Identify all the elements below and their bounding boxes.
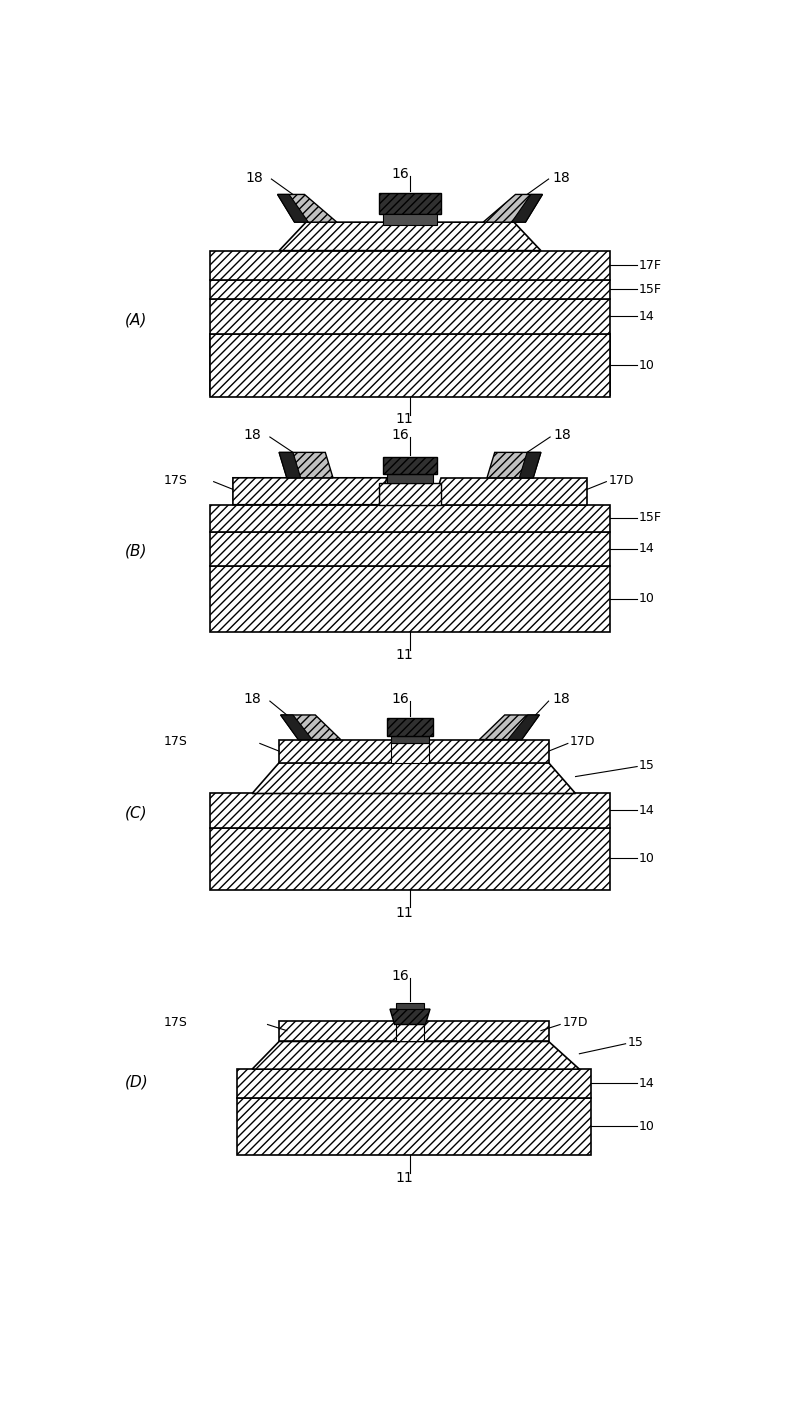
Polygon shape (210, 828, 610, 890)
Polygon shape (252, 1041, 579, 1070)
Text: 18: 18 (243, 427, 261, 441)
Text: 17S: 17S (163, 736, 187, 749)
Polygon shape (433, 478, 587, 505)
Polygon shape (390, 1009, 430, 1024)
Polygon shape (210, 566, 610, 633)
Polygon shape (210, 334, 610, 395)
Polygon shape (512, 194, 542, 222)
Text: 11: 11 (395, 1172, 413, 1186)
Text: 17S: 17S (163, 474, 187, 487)
Polygon shape (210, 532, 610, 566)
Text: 16: 16 (392, 167, 410, 181)
Polygon shape (508, 715, 539, 740)
Text: 18: 18 (243, 692, 261, 706)
Text: 18: 18 (553, 170, 570, 184)
Polygon shape (487, 453, 541, 478)
Polygon shape (390, 736, 430, 743)
Text: (D): (D) (125, 1075, 149, 1090)
Polygon shape (422, 1020, 549, 1041)
Text: 16: 16 (392, 692, 410, 706)
Text: 10: 10 (638, 1119, 654, 1132)
Text: 15: 15 (638, 758, 654, 771)
Text: 14: 14 (638, 804, 654, 816)
Text: 11: 11 (395, 648, 413, 662)
Polygon shape (210, 299, 610, 334)
Polygon shape (233, 478, 387, 505)
Text: 10: 10 (638, 852, 654, 865)
Polygon shape (278, 194, 337, 222)
Polygon shape (278, 194, 308, 222)
Polygon shape (237, 1098, 591, 1156)
Polygon shape (279, 453, 301, 478)
Text: 17D: 17D (609, 474, 634, 487)
Text: 14: 14 (638, 542, 654, 555)
Polygon shape (210, 250, 610, 280)
Text: 18: 18 (553, 692, 570, 706)
Polygon shape (379, 192, 441, 215)
Polygon shape (279, 1020, 398, 1041)
Polygon shape (210, 334, 610, 398)
Text: 17F: 17F (638, 259, 662, 272)
Polygon shape (281, 715, 341, 740)
Polygon shape (237, 1070, 591, 1098)
Polygon shape (383, 457, 437, 474)
Polygon shape (210, 280, 610, 299)
Polygon shape (483, 194, 542, 222)
Polygon shape (252, 763, 575, 794)
Text: 16: 16 (392, 427, 410, 441)
Polygon shape (379, 483, 441, 505)
Text: 15F: 15F (638, 283, 662, 296)
Text: 18: 18 (554, 427, 571, 441)
Polygon shape (279, 453, 333, 478)
Text: 17D: 17D (570, 736, 596, 749)
Text: (B): (B) (125, 543, 147, 559)
Text: 14: 14 (638, 310, 654, 323)
Polygon shape (390, 743, 430, 763)
Polygon shape (519, 453, 541, 478)
Polygon shape (279, 222, 541, 250)
Polygon shape (210, 794, 610, 828)
Text: (A): (A) (125, 313, 147, 327)
Text: 15: 15 (628, 1036, 644, 1049)
Polygon shape (387, 474, 433, 483)
Polygon shape (210, 505, 610, 532)
Polygon shape (396, 1024, 424, 1041)
Text: 10: 10 (638, 359, 654, 372)
Text: 10: 10 (638, 593, 654, 606)
Polygon shape (426, 740, 549, 763)
Polygon shape (396, 1003, 424, 1009)
Text: 16: 16 (392, 969, 410, 983)
Text: (C): (C) (125, 805, 148, 821)
Text: 11: 11 (395, 412, 413, 426)
Text: 11: 11 (395, 906, 413, 920)
Polygon shape (383, 215, 437, 225)
Text: 14: 14 (638, 1077, 654, 1090)
Polygon shape (479, 715, 539, 740)
Polygon shape (387, 717, 433, 736)
Polygon shape (279, 740, 394, 763)
Text: 18: 18 (246, 170, 263, 184)
Polygon shape (281, 715, 312, 740)
Text: 17S: 17S (163, 1016, 187, 1030)
Text: 17D: 17D (562, 1016, 588, 1030)
Text: 15F: 15F (638, 511, 662, 525)
